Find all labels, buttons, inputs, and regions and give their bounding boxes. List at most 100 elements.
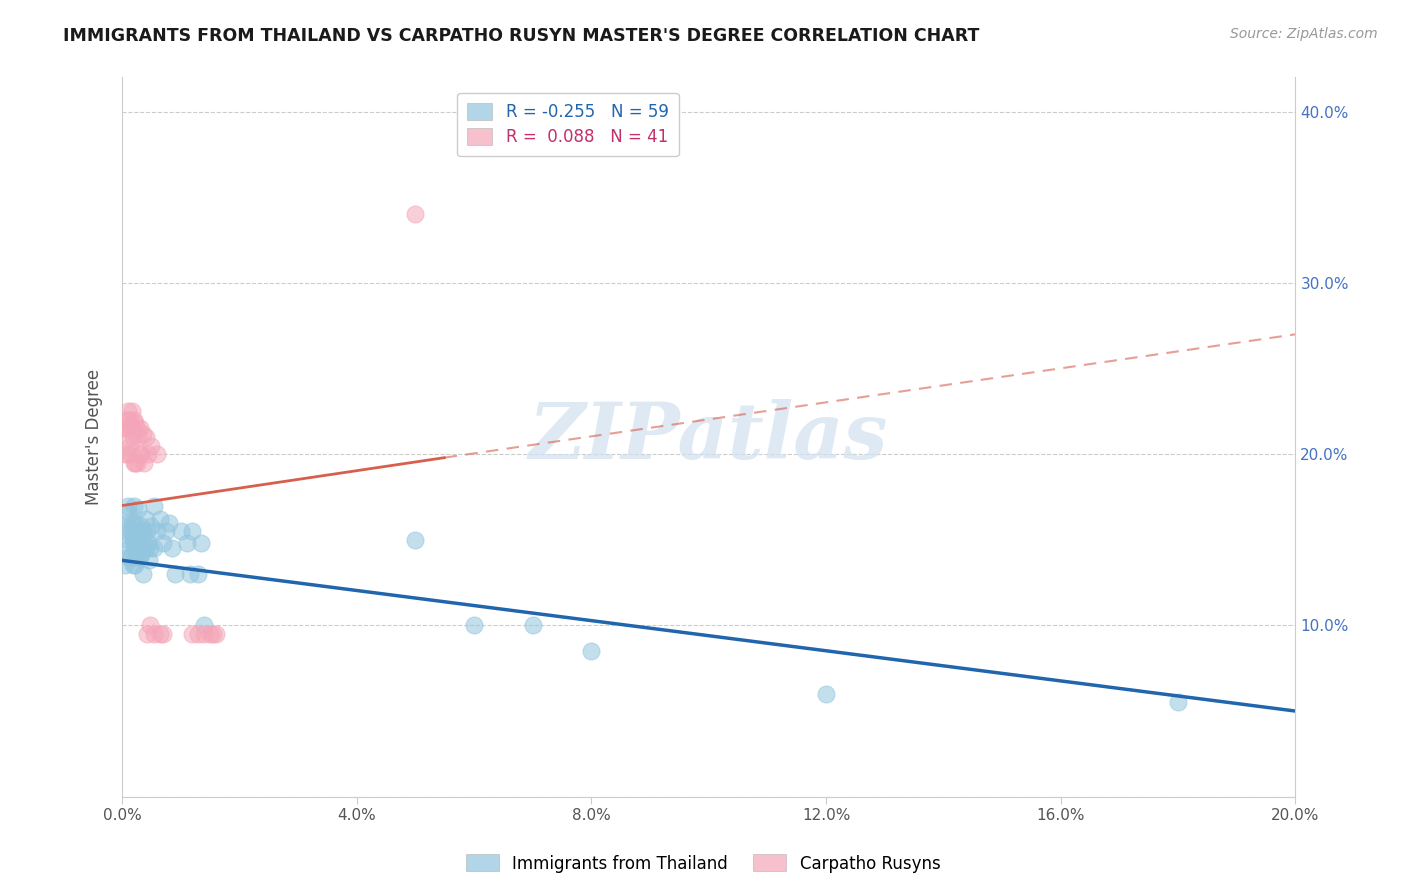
Point: [152, 536, 174, 550]
Point: [463, 618, 485, 632]
Point: [201, 627, 224, 641]
Point: [136, 536, 159, 550]
Point: [117, 404, 139, 418]
Point: [121, 430, 143, 444]
Point: [114, 421, 136, 435]
Point: [1167, 696, 1189, 710]
Point: [149, 627, 172, 641]
Point: [115, 413, 138, 427]
Point: [118, 507, 141, 521]
Point: [193, 618, 215, 632]
Point: [129, 447, 152, 461]
Point: [118, 413, 141, 427]
Point: [122, 413, 145, 427]
Point: [176, 536, 198, 550]
Point: [124, 516, 146, 530]
Point: [121, 533, 143, 547]
Text: IMMIGRANTS FROM THAILAND VS CARPATHO RUSYN MASTER'S DEGREE CORRELATION CHART: IMMIGRANTS FROM THAILAND VS CARPATHO RUS…: [63, 27, 980, 45]
Point: [118, 439, 141, 453]
Point: [117, 430, 139, 444]
Point: [127, 536, 149, 550]
Point: [187, 567, 209, 582]
Point: [125, 421, 148, 435]
Point: [125, 456, 148, 470]
Point: [132, 456, 155, 470]
Point: [115, 516, 138, 530]
Point: [143, 541, 166, 556]
Point: [135, 524, 157, 539]
Point: [138, 553, 160, 567]
Point: [117, 447, 139, 461]
Point: [129, 519, 152, 533]
Point: [131, 426, 153, 441]
Point: [121, 404, 143, 418]
Point: [131, 524, 153, 539]
Point: [404, 533, 426, 547]
Point: [124, 417, 146, 431]
Point: [118, 541, 141, 556]
Point: [120, 549, 142, 564]
Point: [120, 421, 142, 435]
Point: [146, 524, 169, 539]
Point: [141, 519, 163, 533]
Point: [132, 536, 155, 550]
Point: [124, 558, 146, 573]
Point: [146, 447, 169, 461]
Point: [128, 421, 150, 435]
Point: [205, 627, 228, 641]
Point: [121, 516, 143, 530]
Point: [181, 524, 204, 539]
Point: [122, 541, 145, 556]
Point: [160, 541, 183, 556]
Point: [143, 499, 166, 513]
Point: [193, 627, 215, 641]
Point: [128, 549, 150, 564]
Point: [117, 533, 139, 547]
Point: [131, 567, 153, 582]
Point: [125, 549, 148, 564]
Point: [155, 524, 177, 539]
Point: [122, 456, 145, 470]
Point: [121, 558, 143, 573]
Point: [139, 541, 162, 556]
Point: [138, 447, 160, 461]
Point: [134, 512, 156, 526]
Point: [114, 524, 136, 539]
Legend: Immigrants from Thailand, Carpatho Rusyns: Immigrants from Thailand, Carpatho Rusyn…: [458, 847, 948, 880]
Point: [141, 439, 163, 453]
Point: [128, 447, 150, 461]
Point: [127, 502, 149, 516]
Y-axis label: Master's Degree: Master's Degree: [86, 369, 103, 505]
Point: [181, 627, 204, 641]
Point: [163, 567, 186, 582]
Point: [115, 421, 138, 435]
Point: [120, 447, 142, 461]
Point: [139, 618, 162, 632]
Point: [114, 558, 136, 573]
Point: [815, 687, 838, 701]
Point: [117, 499, 139, 513]
Point: [157, 516, 180, 530]
Point: [198, 627, 221, 641]
Point: [117, 549, 139, 564]
Text: ZIPatlas: ZIPatlas: [529, 399, 889, 475]
Point: [128, 529, 150, 543]
Point: [152, 627, 174, 641]
Point: [124, 456, 146, 470]
Point: [179, 567, 201, 582]
Point: [522, 618, 544, 632]
Point: [122, 499, 145, 513]
Point: [129, 547, 152, 561]
Text: Source: ZipAtlas.com: Source: ZipAtlas.com: [1230, 27, 1378, 41]
Point: [120, 524, 142, 539]
Point: [190, 536, 212, 550]
Point: [187, 627, 209, 641]
Point: [143, 627, 166, 641]
Point: [124, 536, 146, 550]
Point: [125, 524, 148, 539]
Point: [122, 524, 145, 539]
Point: [149, 512, 172, 526]
Point: [404, 207, 426, 221]
Point: [170, 524, 193, 539]
Point: [135, 627, 157, 641]
